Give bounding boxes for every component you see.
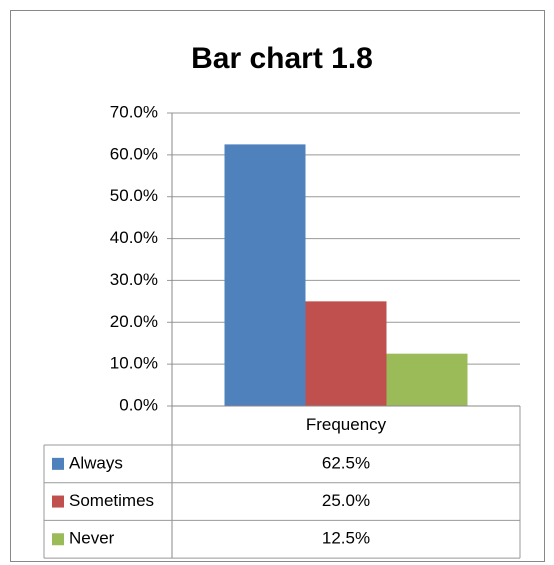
y-tick-label: 70.0% bbox=[110, 102, 158, 121]
y-tick-label: 40.0% bbox=[110, 228, 158, 247]
y-tick-label: 20.0% bbox=[110, 312, 158, 331]
bar bbox=[224, 144, 306, 406]
chart-title: Bar chart 1.8 bbox=[191, 42, 373, 75]
bar bbox=[305, 301, 387, 406]
y-tick-label: 60.0% bbox=[110, 144, 158, 163]
legend-label: Never bbox=[69, 529, 115, 548]
legend-swatch bbox=[52, 495, 64, 508]
y-tick-label: 50.0% bbox=[110, 186, 158, 205]
data-label: 25.0% bbox=[322, 491, 370, 510]
y-tick-label: 30.0% bbox=[110, 270, 158, 289]
legend-swatch bbox=[52, 533, 64, 546]
legend-swatch bbox=[52, 457, 64, 470]
data-label: 62.5% bbox=[322, 453, 370, 472]
data-label: 12.5% bbox=[322, 529, 370, 548]
y-tick-label: 0.0% bbox=[119, 395, 158, 414]
x-tick-label: Frequency bbox=[306, 415, 387, 434]
legend-label: Sometimes bbox=[69, 491, 154, 510]
bar bbox=[386, 353, 468, 406]
legend-label: Always bbox=[69, 453, 123, 472]
y-tick-label: 10.0% bbox=[110, 354, 158, 373]
